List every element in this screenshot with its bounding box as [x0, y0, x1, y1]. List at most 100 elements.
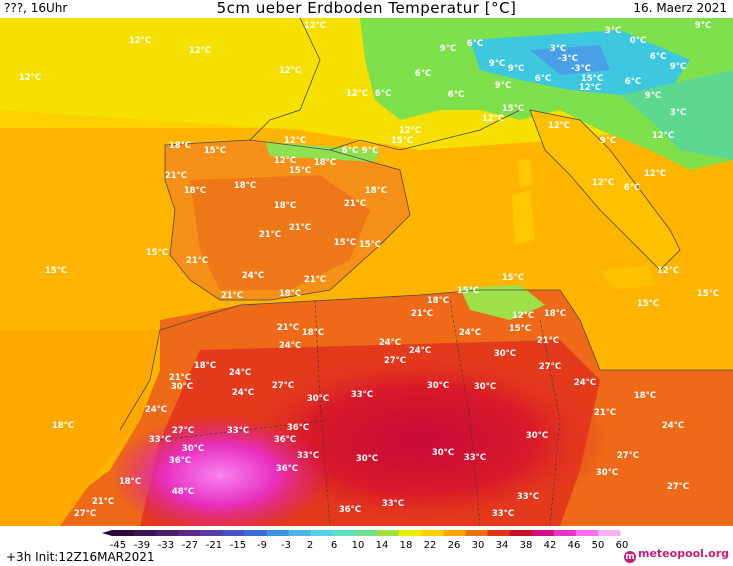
temperature-label: 24°C [379, 338, 401, 348]
temperature-label: 21°C [594, 408, 616, 418]
temperature-label: 12°C [129, 36, 151, 46]
temperature-label: 18°C [234, 181, 256, 191]
temperature-label: -3°C [558, 54, 578, 64]
temperature-label: 18°C [119, 477, 141, 487]
temperature-label: 9°C [489, 59, 505, 69]
legend-tick-label: -39 [134, 540, 150, 551]
temperature-label: 21°C [277, 323, 299, 333]
temperature-label: 24°C [574, 378, 596, 388]
legend-swatch [575, 530, 599, 536]
corsica [518, 158, 532, 188]
temperature-label: 27°C [272, 381, 294, 391]
temperature-label: 21°C [344, 199, 366, 209]
temperature-label: 15°C [146, 248, 168, 258]
temperature-label: 6°C [535, 74, 551, 84]
temperature-label: 12°C [548, 121, 570, 131]
temperature-label: 36°C [274, 435, 296, 445]
temperature-label: 9°C [495, 81, 511, 91]
temperature-label: 24°C [662, 421, 684, 431]
temperature-label: 9°C [670, 62, 686, 72]
temperature-label: 18°C [634, 391, 656, 401]
legend-swatch [399, 530, 422, 536]
legend-bar [102, 530, 621, 536]
temperature-label: 18°C [302, 328, 324, 338]
temperature-label: 15°C [581, 74, 603, 84]
legend-tick-label: 18 [400, 540, 413, 551]
coastline-africa [119, 289, 733, 431]
meteopool-logo[interactable]: m meteopool.org [624, 547, 729, 563]
temperature-label: 3°C [550, 44, 566, 54]
temperature-label: 21°C [289, 223, 311, 233]
legend-swatch [332, 530, 356, 536]
temperature-label: 21°C [165, 171, 187, 181]
temperature-label: 15°C [334, 238, 356, 248]
temperature-map: 12°C12°C12°C12°C12°C12°C 6°C9°C 6°C6°C9°C 9… [0, 18, 733, 526]
temperature-label: 12°C [652, 131, 674, 141]
legend-swatch [531, 530, 555, 536]
temperature-label: 18°C [314, 158, 336, 168]
sardinia [512, 190, 535, 245]
temperature-label: 12°C [19, 73, 41, 83]
atlas-cool [460, 285, 545, 320]
temperature-label: 30°C [356, 454, 378, 464]
legend-swatch [553, 530, 577, 536]
legend-tick-label: 26 [448, 540, 461, 551]
legend-swatch [377, 530, 400, 536]
temperature-label: 6°C [375, 89, 391, 99]
temperature-label: 24°C [242, 271, 264, 281]
temperature-label: 30°C [171, 382, 193, 392]
atlantic-coast-zone [0, 330, 160, 526]
temperature-labels: 12°C12°C12°C12°C12°C12°C 6°C9°C 6°C6°C9°C 9… [19, 21, 719, 519]
legend-tick-label: -21 [206, 540, 222, 551]
temperature-label: 27°C [617, 451, 639, 461]
time-label: ???, 16Uhr [4, 1, 68, 15]
coastline-iberia [164, 139, 411, 301]
italy-land [530, 110, 680, 270]
run-info-label: +3h Init:12Z16MAR2021 [6, 550, 155, 564]
color-legend: -45 -39 -33 -27 -21 -15 -9 -3 2 6 10 14 18 22 26 30 34 38… [102, 530, 629, 551]
legend-tick-label: 46 [568, 540, 581, 551]
temperature-label: 21°C [411, 309, 433, 319]
temperature-label: 9°C [440, 44, 456, 54]
temperature-label: 15°C [457, 286, 479, 296]
temperature-label: 33°C [297, 451, 319, 461]
temperature-label: 12°C [512, 311, 534, 321]
temperature-label: 21°C [169, 373, 191, 383]
temperature-label: 18°C [274, 201, 296, 211]
temperature-label: 27°C [539, 362, 561, 372]
legend-arrow-icon [102, 530, 112, 536]
temperature-label: 12°C [284, 136, 306, 146]
legend-swatch [509, 530, 533, 536]
temperature-label: 33°C [149, 435, 171, 445]
date-label: 16. Maerz 2021 [633, 1, 727, 15]
footer-bar: -45 -39 -33 -27 -21 -15 -9 -3 2 6 10 14 18 22 26 30 34 38… [0, 526, 733, 566]
temperature-label: 9°C [362, 146, 378, 156]
temperature-label: 21°C [304, 275, 326, 285]
temperature-label: 9°C [645, 91, 661, 101]
legend-tick-label: -9 [257, 540, 267, 551]
temperature-label: 6°C [467, 39, 483, 49]
temperature-label: 27°C [667, 482, 689, 492]
temperature-label: 18°C [194, 361, 216, 371]
temperature-label: 18°C [427, 296, 449, 306]
sicily [600, 265, 655, 290]
legend-ticks: -45 -39 -33 -27 -21 -15 -9 -3 2 6 10 14 18 22 26 30 34 38… [110, 540, 629, 551]
alps-coldest-zone [530, 45, 610, 75]
temperature-label: 30°C [494, 349, 516, 359]
logo-text: meteopool.org [638, 547, 729, 560]
temperature-label: 36°C [276, 464, 298, 474]
temperature-label: 18°C [279, 289, 301, 299]
legend-tick-label: 6 [331, 540, 337, 551]
temperature-label: 18°C [365, 186, 387, 196]
legend-tick-label: -3 [281, 540, 291, 551]
temperature-label: 9°C [508, 64, 524, 74]
temperature-label: 15°C [502, 273, 524, 283]
temperature-label: 9°C [600, 136, 616, 146]
header-bar: ???, 16Uhr 5cm ueber Erdboden Temperatur… [0, 0, 733, 18]
temperature-label: 12°C [592, 178, 614, 188]
temperature-label: 33°C [517, 492, 539, 502]
temperature-label: 24°C [145, 405, 167, 415]
temperature-label: 30°C [182, 444, 204, 454]
balkan-zone [620, 70, 733, 160]
temperature-label: 30°C [474, 382, 496, 392]
